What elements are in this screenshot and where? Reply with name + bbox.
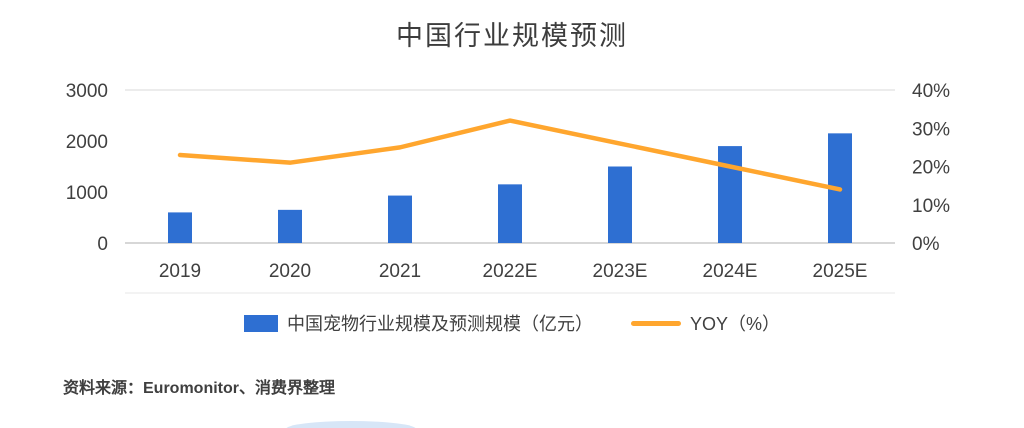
left-axis-tick: 3000 [66,81,108,102]
chart-legend: 中国宠物行业规模及预测规模（亿元） YOY（%） [0,310,1024,336]
yoy-line [177,118,843,192]
x-axis-label: 2022E [483,261,538,282]
left-axis-tick: 1000 [66,183,108,204]
x-axis-label: 2024E [703,261,758,282]
legend-item-bars: 中国宠物行业规模及预测规模（亿元） [243,310,593,336]
x-axis-label: 2019 [159,261,201,282]
bar-2022E [498,184,522,243]
right-axis-tick: 20% [912,158,950,179]
bar-series-label: 中国宠物行业规模及预测规模（亿元） [286,314,593,334]
bar-2019 [168,212,192,243]
decorative-blob [286,421,416,428]
bar-2024E [718,146,742,243]
legend-item-line: YOY（%） [630,310,781,336]
source-note: 资料来源：Euromonitor、消费界整理 [63,380,335,397]
right-axis-tick: 0% [912,234,940,255]
line-series-swatch-icon [630,320,681,326]
chart-title: 中国行业规模预测 [396,21,628,51]
right-axis-tick: 40% [912,81,950,102]
bar-2023E [608,166,632,243]
left-axis-tick: 2000 [66,132,108,153]
x-axis-label: 2023E [593,261,648,282]
bar-2021 [388,195,412,243]
right-axis-tick: 30% [912,119,950,140]
x-axis-label: 2020 [269,261,311,282]
x-axis-label: 2021 [379,261,421,282]
line-series-label: YOY（%） [689,314,781,334]
left-axis-tick: 0 [97,234,108,255]
bar-2020 [278,209,302,243]
bar-series-swatch-icon [243,314,278,332]
x-axis-label: 2025E [813,261,868,282]
right-axis-tick: 10% [912,196,950,217]
